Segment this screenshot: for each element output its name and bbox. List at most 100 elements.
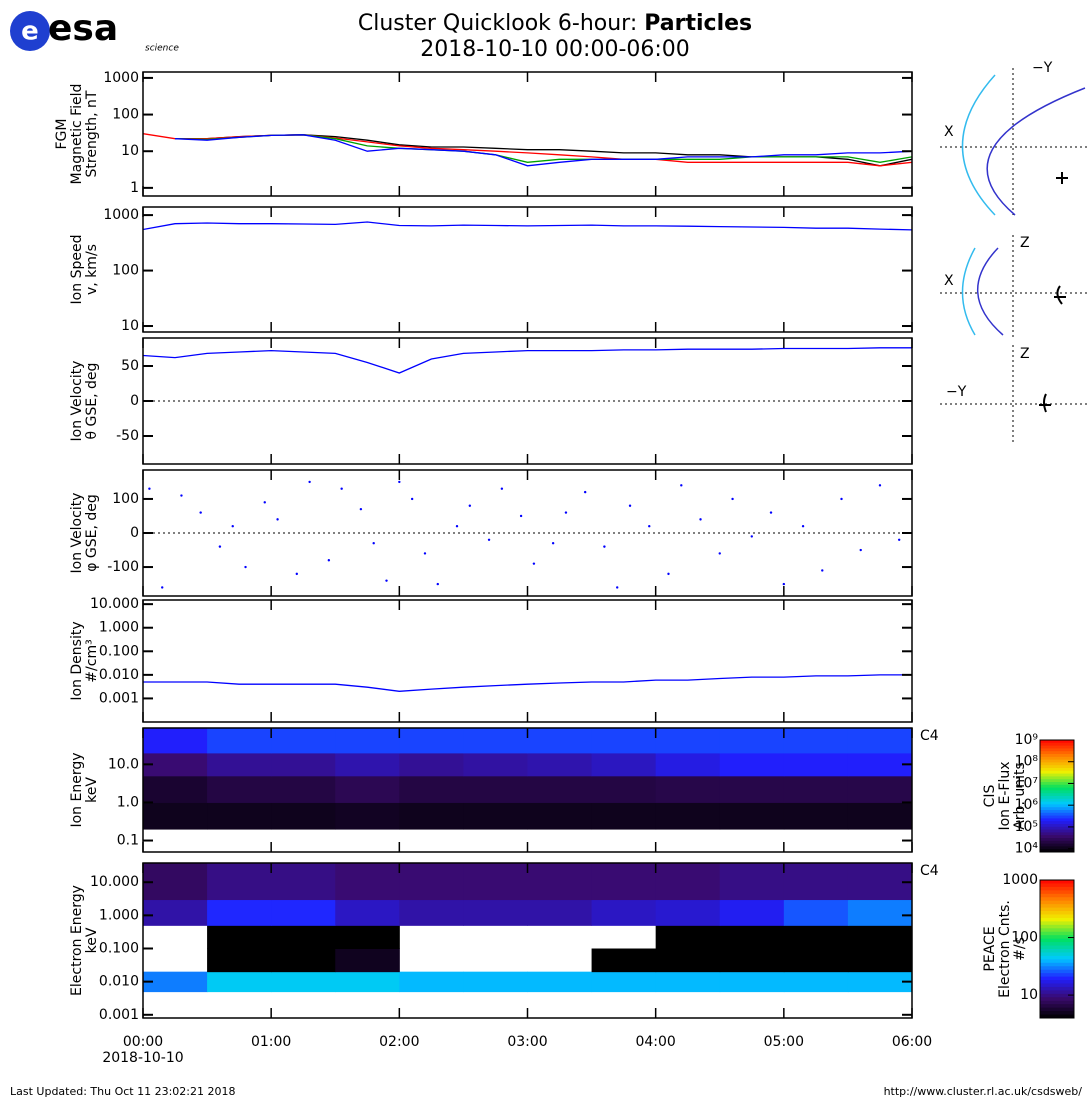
cell xyxy=(655,863,721,901)
y-tick-label: 1000 xyxy=(103,207,139,223)
point xyxy=(327,559,331,562)
colorbar-step xyxy=(1040,945,1074,950)
colorbar-step xyxy=(1040,904,1074,909)
colorbar-step xyxy=(1040,949,1074,953)
colorbar-step xyxy=(1040,843,1074,847)
cell xyxy=(207,948,272,973)
cell xyxy=(591,971,657,993)
colorbar-step xyxy=(1040,826,1074,831)
colorbar-step xyxy=(1040,804,1074,808)
cell xyxy=(719,948,785,973)
cell xyxy=(847,752,912,777)
cell xyxy=(271,925,336,950)
cell xyxy=(271,802,336,830)
cell xyxy=(463,802,528,830)
y-tick-label: 1.000 xyxy=(99,907,139,923)
cell xyxy=(591,863,657,901)
colorbar-label: Electron Cnts. xyxy=(997,900,1013,998)
y-axis-label: keV xyxy=(84,927,100,953)
y-tick-label: 0 xyxy=(130,393,139,409)
y-tick-label: 0 xyxy=(130,525,139,541)
point xyxy=(244,565,247,569)
cell xyxy=(271,775,336,803)
logo-mark xyxy=(10,11,50,51)
cell xyxy=(335,948,400,973)
y-tick-label: 0.001 xyxy=(99,690,139,706)
colorbar-step xyxy=(1040,796,1074,800)
line xyxy=(174,134,912,167)
point xyxy=(148,487,151,490)
point xyxy=(603,545,606,548)
cell xyxy=(143,775,208,803)
point xyxy=(564,511,568,514)
point xyxy=(616,586,619,589)
boundary xyxy=(961,247,976,336)
cell xyxy=(591,728,657,754)
point xyxy=(410,497,414,501)
colorbar-step xyxy=(1040,973,1074,978)
colorbar-step xyxy=(1040,784,1074,789)
cell xyxy=(655,752,721,777)
cell xyxy=(399,752,464,777)
point xyxy=(801,524,805,528)
logo: esa xyxy=(48,8,118,49)
line xyxy=(143,347,912,374)
colorbar-step xyxy=(1040,883,1074,888)
cell xyxy=(271,863,336,901)
y-axis-label: Magnetic Field xyxy=(69,84,85,185)
x-axis-label: 2018-10-10 xyxy=(102,1050,183,1066)
point xyxy=(295,572,298,576)
cell xyxy=(207,863,272,901)
cell xyxy=(783,728,849,754)
y-axis-label: FGM xyxy=(54,119,70,150)
colorbar-step xyxy=(1040,880,1074,884)
x-tick-label: 02:00 xyxy=(379,1034,419,1050)
colorbar-tick-label: 1000 xyxy=(1002,872,1038,888)
colorbar-step xyxy=(1040,824,1074,828)
point xyxy=(161,586,164,589)
cell xyxy=(463,728,528,754)
y-tick-label: 10.000 xyxy=(90,874,139,890)
colorbar-step xyxy=(1040,955,1074,960)
colorbar-step xyxy=(1040,935,1074,940)
colorbar-step xyxy=(1040,1007,1074,1012)
point xyxy=(840,497,843,501)
point xyxy=(455,524,459,528)
spacecraft xyxy=(1054,285,1066,305)
cell xyxy=(527,775,593,803)
colorbar-step xyxy=(1040,812,1074,817)
cell xyxy=(783,948,849,973)
point xyxy=(699,518,702,521)
y-tick-label: 10 xyxy=(121,318,139,334)
point xyxy=(398,480,401,484)
colorbar-tick-label: 10⁴ xyxy=(1015,841,1039,857)
y-tick-label: 0.1 xyxy=(117,833,139,849)
cell xyxy=(719,971,785,993)
colorbar-step xyxy=(1040,815,1074,819)
cell xyxy=(783,752,849,777)
cell xyxy=(527,899,593,926)
colorbar-step xyxy=(1040,773,1074,777)
point xyxy=(718,552,721,555)
colorbar-step xyxy=(1040,810,1074,814)
line xyxy=(174,134,912,163)
colorbar-tick-label: 10⁹ xyxy=(1015,732,1039,748)
colorbar-label: Arb. units xyxy=(1012,762,1028,830)
cell xyxy=(399,728,464,754)
colorbar-step xyxy=(1040,1011,1074,1016)
cell xyxy=(463,752,528,777)
point xyxy=(551,542,555,545)
colorbar-step xyxy=(1040,801,1074,805)
cell xyxy=(207,899,272,926)
y-tick-label: 10 xyxy=(121,143,139,159)
point xyxy=(667,572,670,576)
colorbar-step xyxy=(1040,921,1074,926)
colorbar-step xyxy=(1040,917,1074,922)
cell xyxy=(783,971,849,993)
y-axis-label: v, km/s xyxy=(84,244,100,295)
colorbar-step xyxy=(1040,980,1074,984)
y-tick-label: 0.100 xyxy=(99,941,139,957)
x-tick-label: 03:00 xyxy=(507,1034,547,1050)
panel-frame xyxy=(142,599,913,723)
colorbar-step xyxy=(1040,787,1074,791)
